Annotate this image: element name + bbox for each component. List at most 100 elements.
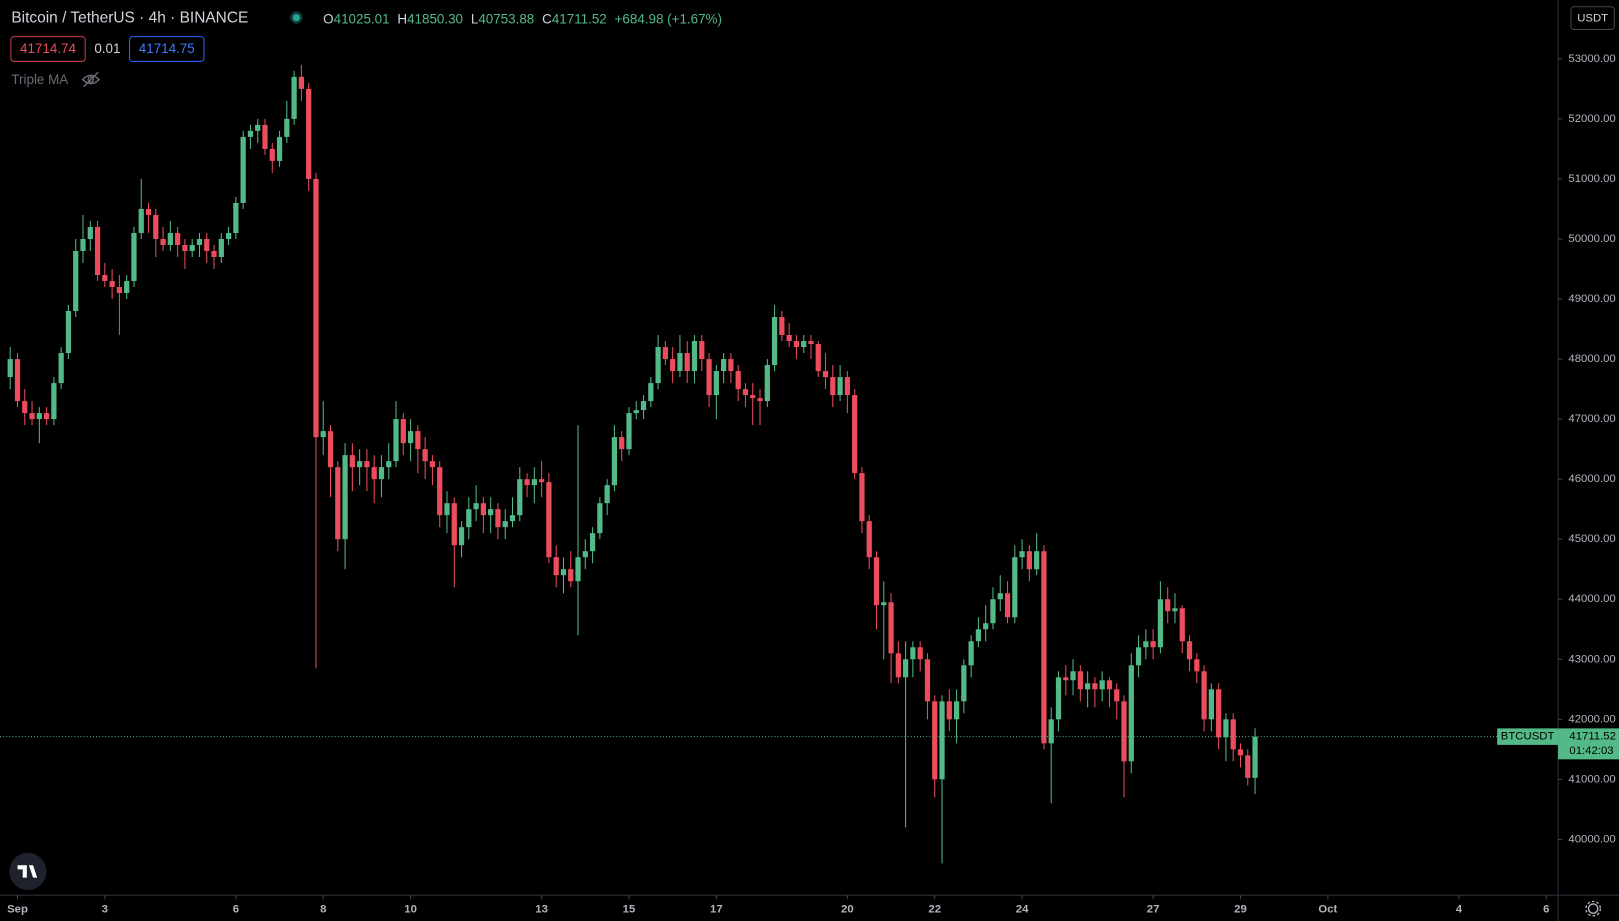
candle-body [968,641,974,666]
ohlc-key: C [542,11,552,26]
candle-body [109,281,115,288]
candle-body [153,214,159,239]
candle-body [124,281,130,294]
candle-body [1128,665,1134,762]
candle-body [670,359,676,372]
indicator-label[interactable]: Triple MA [11,72,68,87]
candle-body [735,371,741,390]
candle-body [517,479,523,516]
candle-body [1223,719,1229,738]
candle-body [881,602,887,606]
ohlc-key: L [471,11,479,26]
candle-body [1201,671,1207,720]
bid-button[interactable] [10,36,86,62]
candle-body [502,521,508,528]
candle-body [750,395,756,399]
x-tick-label: 6 [1543,904,1549,916]
candle-body [22,401,28,414]
settings-button[interactable] [1585,900,1602,917]
bar-countdown: 01:42:03 [1569,745,1613,757]
candle-body [932,701,938,780]
candle-body [815,344,821,372]
candle-body [175,232,181,245]
candle-body [269,148,275,161]
x-tick-label: Sep [7,904,28,916]
candle-body [917,647,923,660]
currency-label[interactable]: USDT [1577,13,1608,25]
ohlc-value: 41025.01 [334,11,390,26]
y-tick-label: 47000.00 [1568,413,1615,425]
candle-body [342,455,348,540]
candle-body [953,701,960,720]
ohlc-value: 41850.30 [407,11,463,26]
candle-body [852,395,858,474]
x-tick-label: 27 [1147,904,1160,916]
candle-body [80,238,86,251]
candle-body [458,527,465,546]
candle-body [560,569,567,576]
candle-body [604,485,610,504]
candle-body [415,431,421,450]
candle-body [961,665,967,702]
candle-body [1150,641,1156,648]
candle-body [1165,599,1171,612]
candle-body [721,359,727,372]
candle-body [196,238,203,245]
candle-body [14,359,21,402]
x-tick-label: 24 [1016,904,1029,916]
candle-body [1077,671,1083,690]
currency-button[interactable] [1570,6,1615,30]
candle-body [167,232,173,245]
candle-body [1172,608,1178,612]
last-price-label: 41711.52 [1569,731,1615,743]
logo-mark [17,865,38,878]
candle-body [131,232,137,282]
candle-body [211,250,217,257]
candle-body [779,317,785,336]
candle-body [626,413,632,450]
candle-body [1143,641,1149,648]
tradingview-logo[interactable] [9,852,47,891]
plot-area [0,64,1559,864]
candle-body [830,377,836,396]
change: +684.98 (+1.67%) [615,11,722,26]
candle-body [400,419,406,444]
candle-body [298,76,305,89]
candle-body [699,341,705,360]
candle-body [946,701,952,720]
candle-body [1048,719,1054,744]
candle-body [939,701,945,780]
candle-body [1034,551,1040,570]
y-tick-label: 41000.00 [1568,773,1615,785]
symbol-badge [1497,728,1559,745]
candle-body [480,503,487,516]
ask-button[interactable] [129,36,205,62]
candle-body [1070,671,1076,681]
candle-body [553,557,559,576]
ask-price[interactable]: 41714.75 [139,41,195,56]
candle-body [786,335,792,342]
bid-price[interactable]: 41714.74 [20,41,76,56]
candle-body [284,118,290,137]
candle-body [473,503,479,510]
candle-body [240,136,246,203]
y-tick-label: 40000.00 [1568,833,1615,845]
candle-body [218,238,224,257]
hide-indicator-icon[interactable] [81,71,101,88]
candle-body [364,461,370,468]
x-tick-label: 4 [1456,904,1463,916]
x-tick-label: 8 [320,904,326,916]
candle-body [87,226,93,239]
candle-body [451,503,457,546]
candle-body [1245,755,1251,778]
candle-body [466,509,472,528]
x-tick-label: 29 [1234,904,1247,916]
candle-body [378,467,385,480]
candle-body [728,359,734,372]
candle-body [910,647,916,660]
candle-body [7,359,13,378]
candle-body [611,437,618,486]
candle-body [102,274,108,282]
